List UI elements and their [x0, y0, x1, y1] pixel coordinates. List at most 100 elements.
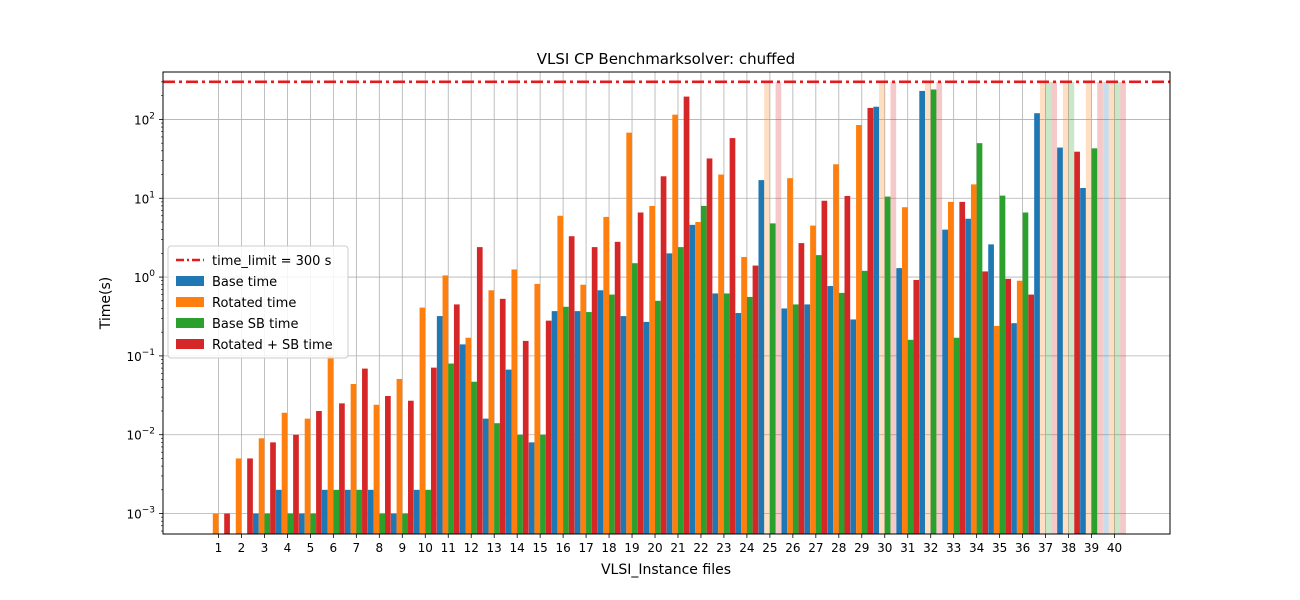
bar — [1108, 81, 1115, 535]
bar — [614, 241, 621, 534]
bar — [930, 89, 937, 534]
bar — [1022, 212, 1029, 535]
bar — [1045, 81, 1052, 535]
legend-label: Base SB time — [212, 317, 298, 332]
bar — [528, 442, 535, 534]
bar — [333, 489, 340, 534]
y-tick-label: 101 — [134, 190, 155, 206]
bar — [321, 489, 328, 534]
bar — [459, 344, 466, 534]
x-tick-label: 2 — [238, 541, 246, 555]
bar — [873, 106, 880, 534]
bar — [1074, 151, 1080, 534]
bar — [936, 81, 943, 535]
x-tick-label: 32 — [923, 541, 938, 555]
bar — [597, 290, 604, 534]
bar — [850, 319, 857, 534]
legend: time_limit = 300 s Base time Rotated time B… — [167, 245, 349, 359]
bar — [792, 304, 799, 534]
bar — [471, 381, 477, 534]
bar — [522, 340, 529, 534]
bar — [287, 513, 294, 534]
bar — [884, 196, 891, 534]
x-tick-label: 31 — [900, 541, 915, 555]
bar — [970, 184, 977, 534]
bar — [838, 292, 845, 534]
bar — [637, 212, 644, 535]
x-tick-label: 27 — [808, 541, 823, 555]
legend-box — [167, 245, 349, 359]
bar — [976, 143, 983, 534]
chart-title: VLSI CP Benchmarksolver: chuffed — [537, 50, 795, 68]
bar — [436, 316, 443, 534]
bar — [729, 138, 736, 534]
bar — [712, 293, 719, 534]
legend-label: Rotated + SB time — [212, 338, 333, 353]
bar — [1028, 294, 1035, 534]
bar — [402, 513, 408, 534]
x-tick-label: 5 — [307, 541, 315, 555]
bar — [568, 236, 575, 534]
bar — [925, 81, 931, 535]
bar — [815, 255, 822, 535]
bar — [1034, 113, 1040, 534]
bar — [953, 337, 960, 534]
bar — [304, 418, 311, 534]
bar — [700, 205, 707, 534]
bar — [505, 369, 512, 534]
bar — [253, 513, 259, 534]
bar — [327, 355, 334, 534]
bar — [993, 325, 1000, 534]
bar — [1091, 148, 1098, 534]
bar — [407, 400, 414, 534]
bar — [620, 316, 627, 534]
bar — [810, 225, 816, 534]
y-tick-label: 10−2 — [126, 427, 155, 443]
bar — [390, 513, 397, 534]
legend-swatch — [176, 318, 204, 328]
y-tick-label: 102 — [134, 111, 155, 127]
bar — [902, 207, 908, 534]
bar — [689, 224, 696, 534]
legend-label: Base time — [212, 275, 277, 290]
x-tick-label: 38 — [1061, 541, 1076, 555]
bar — [247, 458, 253, 534]
x-tick-label: 28 — [831, 541, 846, 555]
bar — [494, 423, 500, 534]
bar — [919, 90, 926, 534]
bar — [362, 368, 368, 534]
x-tick-label: 40 — [1107, 541, 1122, 555]
bar — [821, 200, 828, 535]
bar — [465, 337, 472, 534]
x-tick-label: 15 — [533, 541, 548, 555]
bar — [591, 247, 598, 534]
bar — [1039, 81, 1046, 535]
bars — [212, 81, 1126, 535]
bar — [890, 81, 897, 535]
bar — [298, 513, 305, 534]
bar — [1016, 280, 1023, 534]
x-tick-label: 22 — [693, 541, 708, 555]
bar — [741, 256, 747, 534]
x-tick-label: 29 — [854, 541, 869, 555]
bar — [339, 403, 345, 534]
plot-frame — [162, 71, 1171, 535]
x-tick-label: 19 — [624, 541, 639, 555]
bar — [235, 458, 242, 534]
bar — [276, 489, 282, 534]
bar — [1068, 81, 1075, 535]
bar — [212, 513, 219, 534]
bar — [1011, 323, 1017, 534]
x-tick-label: 25 — [762, 541, 777, 555]
bar — [488, 290, 495, 534]
bar — [1057, 147, 1063, 534]
bar — [385, 395, 391, 534]
bar — [499, 298, 506, 534]
bar — [442, 275, 449, 534]
x-axis-label: VLSI_Instance files — [601, 562, 731, 578]
bar — [1103, 81, 1109, 535]
bar — [660, 176, 667, 535]
y-axis-label: Time(s) — [98, 277, 114, 330]
y-tick-label: 10−1 — [126, 348, 155, 364]
